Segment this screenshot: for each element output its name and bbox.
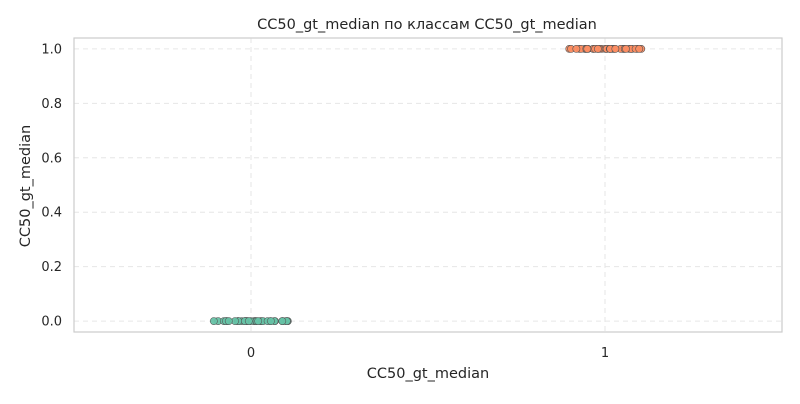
data-point [572,44,581,53]
y-tick-label: 0.4 [41,206,62,221]
data-point [278,317,287,326]
x-tick-label: 1 [601,346,609,361]
data-points [209,44,646,326]
data-point [244,317,253,326]
y-tick-label: 0.0 [41,315,62,330]
y-tick-label: 0.8 [41,97,62,112]
data-point [622,44,630,53]
data-point [635,44,644,53]
data-point [267,317,275,326]
y-axis-label: CC50_gt_median [18,125,34,247]
data-point [611,44,620,53]
chart-title: CC50_gt_median по классам CC50_gt_median [257,17,597,33]
y-tick-label: 1.0 [41,42,62,57]
y-tick-label: 0.2 [41,260,62,275]
data-point [209,317,218,326]
x-axis-label: CC50_gt_median [367,366,489,382]
plot-frame [73,37,783,333]
data-point [593,44,602,53]
data-point [224,317,233,326]
grid-lines [74,38,782,332]
y-tick-label: 0.6 [41,151,62,166]
data-point [254,317,263,326]
data-point [583,44,592,53]
axes: 0.0 0.2 0.4 0.6 0.8 1.0 0 1 [41,37,783,361]
x-tick-label: 0 [247,346,255,361]
